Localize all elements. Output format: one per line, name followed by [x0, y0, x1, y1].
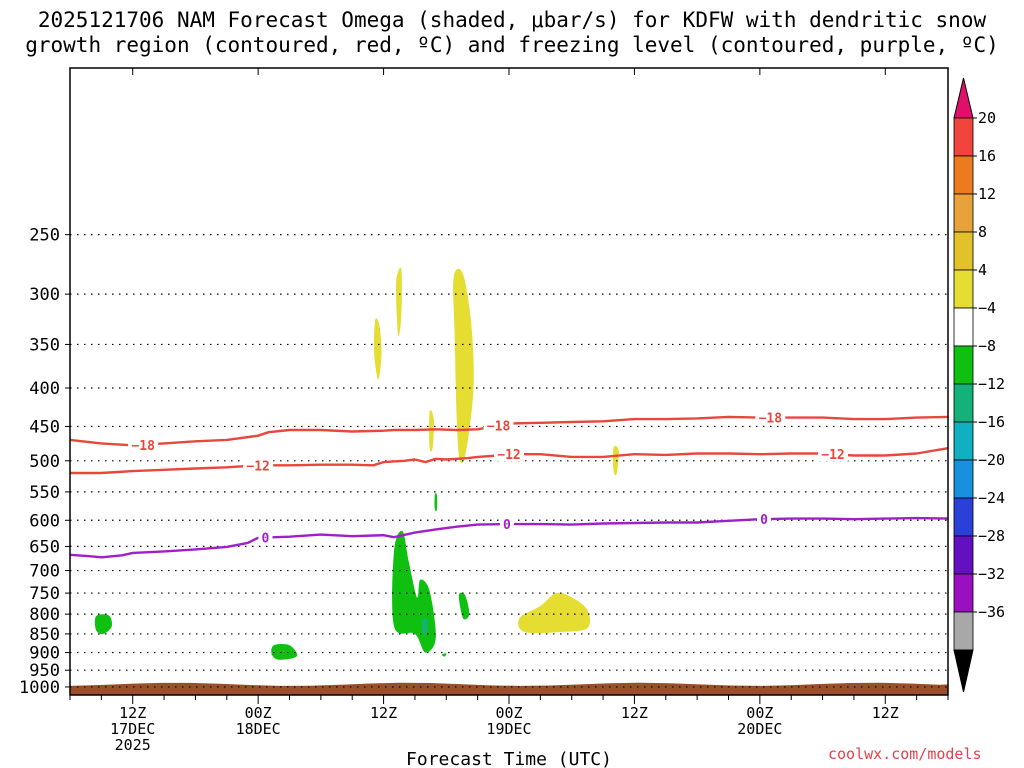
y-tick-label-950: 950 [29, 661, 60, 681]
colorbar-bin-3 [953, 231, 974, 271]
y-tick-label-750: 750 [29, 584, 60, 604]
colorbar-bin-0 [953, 117, 974, 157]
minus-12-isotherm-label-bg-0 [243, 457, 274, 473]
x-tick-label-24-1: 18DEC [236, 720, 281, 738]
y-tick-label-800: 800 [29, 605, 60, 625]
y-tick-label-550: 550 [29, 483, 60, 503]
freezing-level-label-bg-2 [757, 511, 772, 527]
y-tick-label-500: 500 [29, 452, 60, 472]
x-tick-label-60-0: 12Z [621, 704, 648, 722]
x-tick-label-84-0: 12Z [872, 704, 899, 722]
minus-12-isotherm-label-bg-2 [818, 446, 849, 462]
y-tick-label-600: 600 [29, 511, 60, 531]
x-tick-label-48-0: 00Z [495, 704, 522, 722]
colorbar-bin-12 [953, 573, 974, 613]
terrain-below-ground [70, 682, 948, 695]
colorbar-label-11: −28 [978, 527, 1005, 545]
y-tick-label-250: 250 [29, 226, 60, 246]
colorbar-label-8: −16 [978, 413, 1005, 431]
x-tick-label-24-0: 00Z [245, 704, 272, 722]
freezing-level-label-1: 0 [503, 518, 511, 533]
downward-region-1 [373, 318, 382, 380]
x-tick-label-36-0: 12Z [370, 704, 397, 722]
colorbar-label-7: −12 [978, 375, 1005, 393]
x-tick-label-12-1: 17DEC [110, 720, 155, 738]
y-tick-label-700: 700 [29, 562, 60, 582]
freezing-level-label-0: 0 [262, 532, 270, 547]
minus-18-isotherm-label-bg-0 [128, 436, 159, 452]
colorbar-bin-1 [953, 155, 974, 195]
minus-12-isotherm-label-bg-1 [494, 446, 524, 462]
y-tick-label-900: 900 [29, 644, 60, 664]
colorbar-label-1: 16 [978, 147, 996, 165]
freezing-level-label-bg-1 [499, 516, 514, 532]
colorbar-bin-9 [953, 459, 974, 499]
colorbar-bin-4 [953, 269, 974, 309]
colorbar-bin-5 [953, 307, 974, 347]
upward-region-5 [434, 493, 438, 511]
colorbar-label-12: −32 [978, 565, 1005, 583]
x-tick-label-72-0: 00Z [746, 704, 773, 722]
minus-12-isotherm-label-1: −12 [497, 448, 520, 463]
colorbar-bin-13 [953, 611, 974, 651]
colorbar-label-13: −36 [978, 603, 1005, 621]
x-tick-label-72-1: 20DEC [737, 720, 782, 738]
y-tick-label-1000: 1000 [19, 678, 60, 698]
chart-title-line-1: 2025121706 NAM Forecast Omega (shaded, μ… [37, 8, 987, 32]
colorbar-label-4: 4 [978, 261, 987, 279]
colorbar-bin-6 [953, 345, 974, 385]
colorbar-label-0: 20 [978, 109, 996, 127]
minus-18-isotherm-label-2: −18 [759, 412, 783, 427]
upward-region-6 [458, 592, 470, 620]
y-tick-label-300: 300 [29, 285, 60, 305]
credit-link[interactable]: coolwx.com/models [828, 745, 982, 763]
colorbar-bin-11 [953, 535, 974, 575]
colorbar-label-9: −20 [978, 451, 1005, 469]
minus-12-isotherm-label-2: −12 [821, 448, 844, 463]
colorbar-bin-7 [953, 383, 974, 423]
minus-18-isotherm-label-bg-2 [755, 409, 786, 425]
downward-region-3 [453, 268, 474, 464]
freezing-level-line [69, 516, 949, 559]
colorbar-label-10: −24 [978, 489, 1005, 507]
x-tick-label-12-2: 2025 [115, 736, 151, 754]
colorbar-bin-2 [953, 193, 974, 233]
x-tick-label-12-0: 12Z [119, 704, 146, 722]
y-tick-label-850: 850 [29, 625, 60, 645]
y-tick-label-400: 400 [29, 379, 60, 399]
y-tick-label-350: 350 [29, 335, 60, 355]
colorbar-under-triangle [953, 649, 974, 693]
x-axis-label: Forecast Time (UTC) [406, 749, 612, 768]
upward-region-1 [94, 614, 113, 635]
chart-title: 2025121706 NAM Forecast Omega (shaded, μ… [0, 8, 1024, 58]
downward-region-4 [429, 409, 434, 452]
colorbar-label-5: −4 [978, 299, 996, 317]
minus-18-isotherm-label-bg-1 [483, 417, 514, 433]
colorbar-over-triangle [953, 77, 974, 119]
downward-region-2 [396, 267, 402, 337]
plot-frame [69, 67, 949, 696]
freezing-level-label-2: 0 [760, 513, 768, 528]
downward-region-6 [518, 592, 591, 634]
colorbar-label-3: 8 [978, 223, 987, 241]
upward-region-7 [441, 653, 447, 657]
upward-region-2 [271, 643, 298, 660]
x-tick-label-48-1: 19DEC [486, 720, 531, 738]
colorbar-label-2: 12 [978, 185, 996, 203]
minus-18-isotherm-line [69, 415, 949, 447]
colorbar-label-6: −8 [978, 337, 996, 355]
upward-region-4 [421, 618, 428, 636]
chart-title-line-2: growth region (contoured, red, ºC) and f… [25, 33, 999, 57]
minus-12-isotherm-label-0: −12 [246, 459, 269, 474]
freezing-level-label-bg-0 [258, 529, 273, 545]
y-tick-label-650: 650 [29, 537, 60, 557]
colorbar-bin-8 [953, 421, 974, 461]
downward-region-5 [613, 445, 619, 476]
minus-18-isotherm-label-0: −18 [131, 439, 155, 454]
colorbar-bin-10 [953, 497, 974, 537]
minus-18-isotherm-label-1: −18 [487, 419, 511, 434]
y-tick-label-450: 450 [29, 417, 60, 437]
